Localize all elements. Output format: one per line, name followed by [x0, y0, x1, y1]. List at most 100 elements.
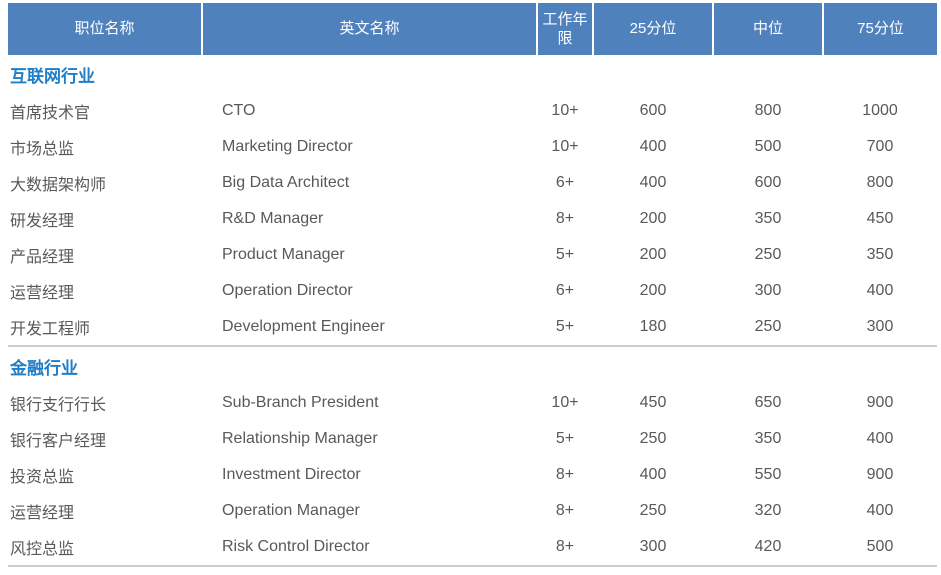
- median-cell: 800: [754, 102, 782, 119]
- section-title: 互联网行业: [10, 66, 95, 86]
- english-name-cell: Marketing Director: [222, 138, 353, 155]
- work-years-cell: 8+: [537, 529, 593, 567]
- median-cell: 420: [713, 529, 823, 567]
- percentile-25-cell: 250: [639, 502, 667, 519]
- table-row: 运营经理 Operation Manager 8+ 250 320 400: [8, 493, 937, 529]
- column-header-position: 职位名称: [8, 3, 202, 55]
- percentile-75-cell: 900: [866, 466, 894, 483]
- table-row: 研发经理 R&D Manager 8+ 200 350 450: [8, 201, 937, 237]
- median-cell: 300: [754, 282, 782, 299]
- salary-table-container: 职位名称 英文名称 工作年限 25分位 中位 75分位 互联网行业首席技术官 CT…: [8, 3, 937, 567]
- table-row: 开发工程师 Development Engineer 5+ 180 250 300: [8, 309, 937, 346]
- english-name-cell: R&D Manager: [222, 210, 324, 227]
- percentile-25-cell: 180: [639, 318, 667, 335]
- median-cell: 250: [754, 318, 782, 335]
- table-row: 投资总监 Investment Director 8+ 400 550 900: [8, 457, 937, 493]
- table-body: 互联网行业首席技术官 CTO 10+ 600 800 1000 市场总监 Marketing …: [8, 55, 937, 567]
- table-row: 市场总监 Marketing Director 10+ 400 500 700: [8, 129, 937, 165]
- percentile-75-cell: 1000: [862, 102, 898, 119]
- english-name-cell: Big Data Architect: [222, 174, 350, 191]
- english-name-cell: Sub-Branch President: [222, 394, 379, 411]
- table-row: 银行支行行长 Sub-Branch President 10+ 450 650 900: [8, 385, 937, 421]
- percentile-75-cell: 400: [866, 282, 894, 299]
- percentile-25-cell: 250: [639, 430, 667, 447]
- percentile-25-cell: 200: [639, 282, 667, 299]
- work-years-cell: 6+: [555, 174, 575, 191]
- position-cell: 风控总监: [8, 529, 202, 567]
- percentile-75-cell: 500: [823, 529, 937, 567]
- median-cell: 250: [754, 246, 782, 263]
- median-cell: 600: [754, 174, 782, 191]
- work-years-cell: 10+: [551, 138, 579, 155]
- percentile-75-cell: 450: [866, 210, 894, 227]
- work-years-cell: 8+: [555, 210, 575, 227]
- english-name-cell: Operation Manager: [222, 502, 360, 519]
- position-cell: 运营经理: [10, 285, 75, 302]
- table-row: 风控总监 Risk Control Director 8+ 300 420 500: [8, 529, 937, 567]
- table-row: 运营经理 Operation Director 6+ 200 300 400: [8, 273, 937, 309]
- median-cell: 350: [754, 210, 782, 227]
- table-header: 职位名称 英文名称 工作年限 25分位 中位 75分位: [8, 3, 937, 55]
- work-years-cell: 5+: [555, 246, 575, 263]
- section-title-row: 互联网行业: [8, 55, 937, 93]
- work-years-cell: 6+: [555, 282, 575, 299]
- column-header-english: 英文名称: [201, 3, 537, 55]
- english-name-cell: Operation Director: [222, 282, 353, 299]
- table-row: 银行客户经理 Relationship Manager 5+ 250 350 400: [8, 421, 937, 457]
- position-cell: 市场总监: [10, 141, 75, 158]
- position-cell: 产品经理: [10, 249, 75, 266]
- percentile-75-cell: 800: [866, 174, 894, 191]
- position-cell: 研发经理: [10, 213, 75, 230]
- percentile-25-cell: 400: [639, 174, 667, 191]
- work-years-cell: 5+: [555, 430, 575, 447]
- percentile-25-cell: 300: [593, 529, 713, 567]
- percentile-75-cell: 900: [866, 394, 894, 411]
- position-cell: 开发工程师: [10, 321, 91, 338]
- column-header-p75: 75分位: [822, 3, 937, 55]
- median-cell: 500: [754, 138, 782, 155]
- position-cell: 银行客户经理: [10, 433, 107, 450]
- percentile-75-cell: 350: [866, 246, 894, 263]
- work-years-cell: 8+: [555, 466, 575, 483]
- percentile-25-cell: 400: [639, 138, 667, 155]
- position-cell: 首席技术官: [10, 105, 91, 122]
- percentile-25-cell: 450: [639, 394, 667, 411]
- work-years-cell: 8+: [555, 502, 575, 519]
- percentile-75-cell: 700: [866, 138, 894, 155]
- median-cell: 320: [754, 502, 782, 519]
- section-title: 金融行业: [8, 345, 937, 385]
- position-cell: 运营经理: [10, 505, 75, 522]
- header-row: 职位名称 英文名称 工作年限 25分位 中位 75分位: [8, 3, 937, 55]
- percentile-75-cell: 400: [866, 430, 894, 447]
- table-row: 大数据架构师 Big Data Architect 6+ 400 600 800: [8, 165, 937, 201]
- position-cell: 大数据架构师: [10, 177, 107, 194]
- median-cell: 650: [754, 394, 782, 411]
- english-name-cell: Risk Control Director: [202, 529, 537, 567]
- percentile-25-cell: 600: [639, 102, 667, 119]
- column-header-years: 工作年限: [536, 3, 593, 55]
- section-title-row: 金融行业: [8, 345, 937, 385]
- work-years-cell: 5+: [555, 318, 575, 335]
- percentile-75-cell: 300: [866, 318, 894, 335]
- column-header-median: 中位: [712, 3, 823, 55]
- percentile-25-cell: 400: [639, 466, 667, 483]
- work-years-cell: 10+: [551, 102, 579, 119]
- percentile-75-cell: 400: [866, 502, 894, 519]
- percentile-25-cell: 200: [639, 246, 667, 263]
- percentile-25-cell: 200: [639, 210, 667, 227]
- table-row: 产品经理 Product Manager 5+ 200 250 350: [8, 237, 937, 273]
- english-name-cell: Development Engineer: [222, 318, 385, 335]
- english-name-cell: Investment Director: [222, 466, 361, 483]
- median-cell: 550: [754, 466, 782, 483]
- salary-table: 职位名称 英文名称 工作年限 25分位 中位 75分位 互联网行业首席技术官 CT…: [8, 3, 937, 567]
- position-cell: 银行支行行长: [10, 397, 107, 414]
- position-cell: 投资总监: [10, 469, 75, 486]
- median-cell: 350: [754, 430, 782, 447]
- english-name-cell: Relationship Manager: [222, 430, 378, 447]
- english-name-cell: Product Manager: [222, 246, 345, 263]
- table-row: 首席技术官 CTO 10+ 600 800 1000: [8, 93, 937, 129]
- english-name-cell: CTO: [222, 102, 256, 119]
- column-header-p25: 25分位: [592, 3, 713, 55]
- work-years-cell: 10+: [551, 394, 579, 411]
